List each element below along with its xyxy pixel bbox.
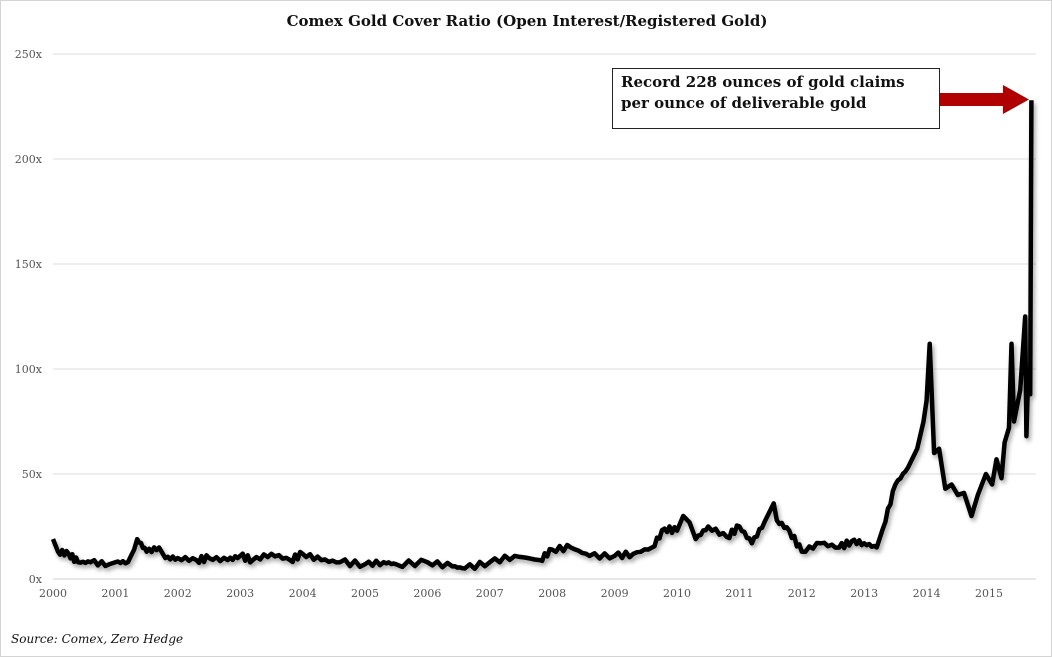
y-tick-label: 200x [15,153,43,166]
y-tick-label: 100x [15,363,43,376]
x-tick-label: 2004 [289,587,317,600]
x-tick-label: 2013 [850,587,878,600]
x-tick-label: 2009 [601,587,629,600]
annotation-line-2: per ounce of deliverable gold [621,94,867,112]
x-tick-label: 2003 [226,587,254,600]
annotation-line-1: Record 228 ounces of gold claims [621,73,905,91]
annotation-arrow [939,85,1029,114]
x-tick-label: 2011 [725,587,753,600]
x-tick-label: 2002 [164,587,192,600]
x-tick-label: 2014 [913,587,941,600]
source-note: Source: Comex, Zero Hedge [11,632,183,646]
annotation-box: Record 228 ounces of gold claims per oun… [612,68,940,129]
y-tick-label: 250x [15,48,43,61]
x-tick-label: 2007 [476,587,504,600]
chart-title: Comex Gold Cover Ratio (Open Interest/Re… [287,12,768,30]
series-line-cover-ratio [50,100,1034,572]
x-tick-label: 2015 [975,587,1003,600]
x-tick-label: 2006 [413,587,441,600]
x-tick-label: 2010 [663,587,691,600]
x-tick-label: 2000 [39,587,67,600]
y-tick-label: 50x [22,468,43,481]
y-tick-label: 0x [29,573,43,586]
x-tick-label: 2001 [101,587,129,600]
x-tick-label: 2008 [538,587,566,600]
y-tick-label: 150x [15,258,43,271]
x-tick-label: 2005 [351,587,379,600]
x-tick-label: 2012 [788,587,816,600]
